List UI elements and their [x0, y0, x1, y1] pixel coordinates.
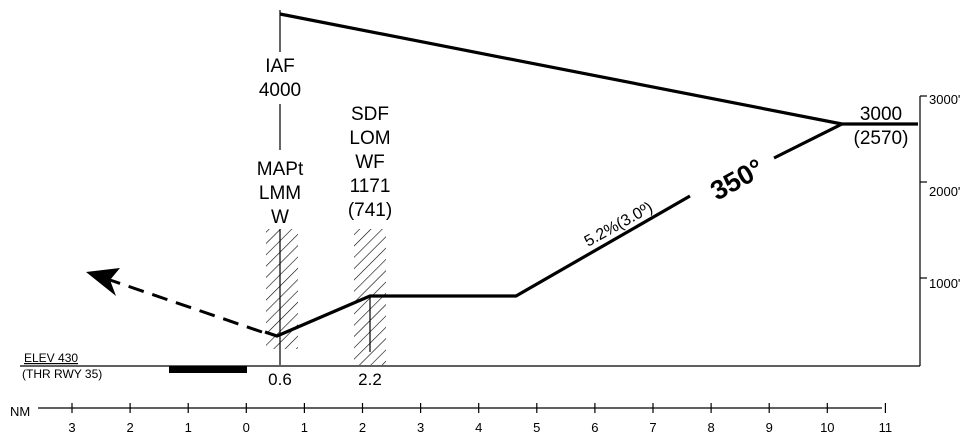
altitude-scale-label-3000: 3000' [929, 92, 960, 107]
descent-gradient-label: 5.2%(3.0º) [582, 199, 656, 250]
sdf-wf-label: WF [355, 152, 385, 173]
sdf-altitude: 1171 [350, 176, 391, 197]
initial-approach-track [279, 12, 843, 126]
final-course-label: 350° [705, 153, 768, 206]
mapt-label: MAPt [257, 159, 304, 180]
nm-scale-label: 2 [359, 420, 366, 435]
sdf-distance: 2.2 [358, 370, 382, 389]
nm-scale-label: 3 [417, 420, 424, 435]
iaf-altitude: 4000 [259, 80, 301, 101]
iaf-label: IAF [265, 56, 295, 77]
missed-approach-arrow-icon [86, 268, 120, 296]
nm-scale-ticks: 3 2 1 0 1 2 3 4 5 6 7 8 9 10 11 [68, 403, 892, 435]
mapt-lmm-label: LMM [259, 183, 301, 204]
mapt-w-label: W [271, 207, 289, 228]
altitude-scale-label-1000: 1000' [929, 276, 960, 291]
nm-scale-label: 2 [126, 420, 133, 435]
nm-scale-label: 3 [68, 420, 75, 435]
runway-bar [169, 366, 247, 373]
aerodrome-elevation: ELEV 430 [24, 351, 78, 365]
mapt-hatch-zone [266, 229, 298, 349]
missed-approach-path [109, 278, 263, 334]
nm-scale-label: 8 [707, 420, 714, 435]
nm-scale-label: 10 [820, 420, 834, 435]
start-height: (2570) [854, 128, 909, 149]
nm-scale-label: 7 [649, 420, 656, 435]
sdf-height: (741) [348, 200, 392, 221]
nm-unit-label: NM [10, 404, 30, 419]
sdf-label: SDF [351, 104, 389, 125]
nm-scale-label: 9 [766, 420, 773, 435]
nm-scale-label: 0 [243, 420, 250, 435]
nm-scale-label: 1 [185, 420, 192, 435]
mapt-distance: 0.6 [268, 370, 292, 389]
nm-scale-label: 1 [301, 420, 308, 435]
threshold-label: (THR RWY 35) [22, 367, 102, 381]
nm-scale-label: 4 [475, 420, 482, 435]
nm-scale-label: 6 [591, 420, 598, 435]
final-approach-track [773, 122, 843, 160]
nm-scale-label: 5 [533, 420, 540, 435]
nm-scale-label: 11 [879, 420, 893, 435]
sdf-lom-label: LOM [349, 128, 390, 149]
final-approach-track-lower [264, 194, 691, 338]
altitude-scale-label-2000: 2000' [929, 184, 960, 199]
start-altitude: 3000 [860, 104, 902, 125]
